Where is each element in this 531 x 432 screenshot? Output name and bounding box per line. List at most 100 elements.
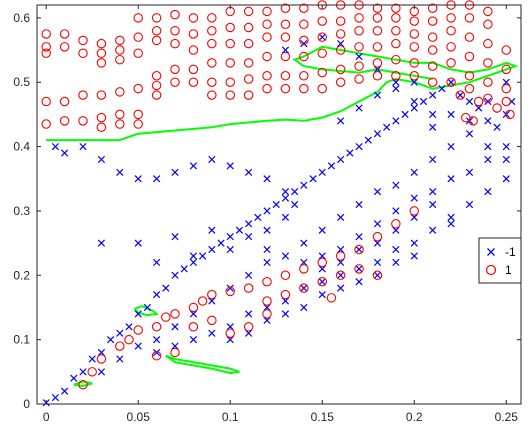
data-point [88,355,96,363]
data-point [326,293,337,303]
data-point [41,96,51,107]
data-point [133,83,143,94]
data-point [170,64,180,75]
data-point [97,155,106,164]
data-point [188,77,199,87]
data-point [464,51,475,62]
data-point [78,48,88,59]
data-point [96,38,107,49]
data-point [70,374,78,382]
data-point [409,71,420,81]
data-point [447,220,455,228]
data-point [465,130,474,138]
data-point [483,77,493,87]
data-point [392,181,400,189]
data-point [115,54,125,65]
data-point [41,119,51,129]
data-point [41,48,51,59]
data-point [300,239,308,247]
y-tick-label: 0.5 [13,75,30,89]
data-point [225,328,235,338]
data-point [392,85,400,93]
data-point [243,38,254,49]
data-point [245,233,253,241]
data-point [501,64,512,75]
data-point [502,78,510,86]
data-point [355,265,363,273]
data-point [254,213,262,221]
data-point [300,284,308,292]
data-point [373,188,382,196]
data-point [299,83,309,94]
data-point [337,117,345,125]
data-point [243,58,254,68]
data-point [409,58,420,68]
data-point [170,25,180,36]
data-point [317,83,327,94]
data-point [392,117,400,125]
data-point [272,200,280,209]
data-point [446,77,456,87]
data-point [464,71,475,81]
data-point [208,226,216,234]
data-point [263,316,271,324]
data-point [429,123,437,131]
data-point [318,226,326,234]
data-point [115,119,125,129]
data-point [106,336,115,344]
data-point [446,42,456,52]
data-point [262,32,272,42]
data-point [281,310,290,318]
data-point [133,109,143,120]
data-point [483,93,493,104]
legend: -11 [478,237,522,284]
data-point [243,22,254,33]
data-point [410,239,418,247]
data-point [87,367,97,377]
data-point [475,104,483,112]
data-point [170,9,180,20]
data-point [299,51,309,62]
data-point [447,142,455,151]
data-point [207,315,217,326]
data-point [447,78,455,86]
data-point [263,258,271,267]
data-point [429,155,437,164]
data-point [465,168,474,176]
data-point [188,322,199,332]
y-tick-label: 0 [23,397,30,411]
data-point [133,13,143,23]
data-point [392,258,400,267]
data-point [419,97,428,106]
data-point [78,90,88,100]
data-point [391,25,401,36]
data-point [429,110,437,119]
data-point [299,3,309,13]
data-point [281,252,290,260]
data-point [78,35,88,46]
y-tick-label: 0.6 [13,11,30,25]
data-point [225,286,235,297]
data-point [245,271,253,279]
data-point [354,61,364,71]
data-point [243,322,254,332]
data-point [124,334,134,345]
data-point [299,71,309,81]
data-point [170,309,180,319]
series-minus-1 [42,33,516,407]
data-point [318,278,326,286]
data-point [189,258,198,267]
data-point [505,109,515,120]
data-point [337,213,345,221]
x-tick-label: 0.1 [222,410,239,424]
data-point [226,233,234,241]
data-point [207,289,217,300]
data-point [151,71,162,81]
data-point [317,16,327,26]
data-point [300,39,308,48]
data-point [391,71,401,81]
axes-background [37,5,521,404]
data-point [484,97,492,106]
data-point [116,355,124,363]
data-point [280,51,291,62]
